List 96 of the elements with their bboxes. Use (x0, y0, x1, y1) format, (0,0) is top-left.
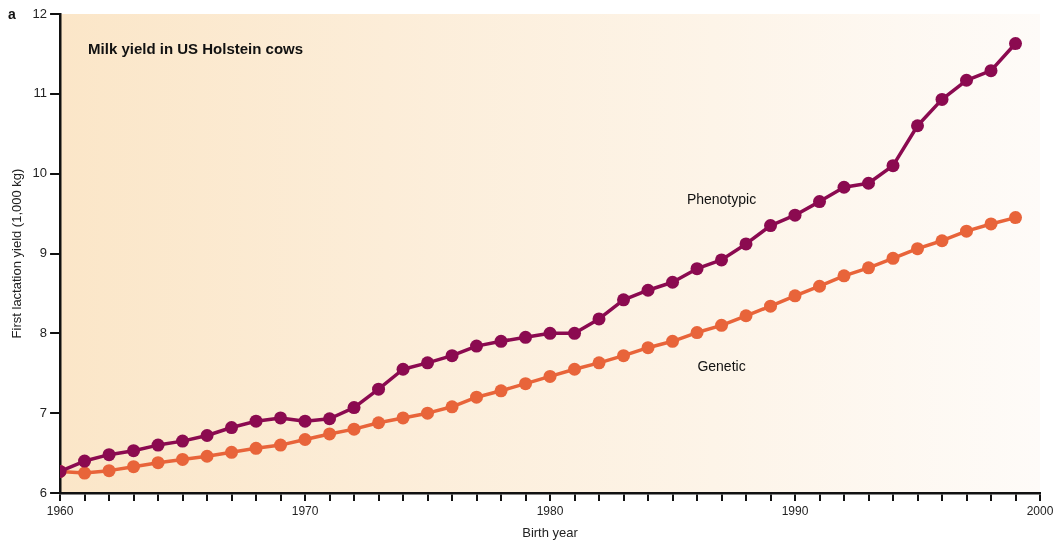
point (127, 444, 141, 458)
point (176, 452, 190, 466)
point (225, 421, 239, 435)
point (764, 299, 778, 313)
x-tick-label: 1990 (781, 503, 809, 518)
point (739, 237, 753, 251)
point (347, 422, 361, 436)
y-tick-label: 8 (39, 324, 48, 340)
point (543, 369, 557, 383)
point (445, 349, 459, 363)
point (470, 339, 484, 353)
point (176, 434, 190, 448)
point (78, 466, 92, 480)
point (200, 429, 214, 443)
point (641, 341, 655, 355)
point (102, 448, 116, 462)
point (200, 449, 214, 463)
point (568, 326, 582, 340)
point (1009, 211, 1022, 225)
point (298, 414, 312, 428)
y-tick-label: 10 (32, 165, 48, 181)
point (690, 326, 704, 340)
y-tick-label: 6 (39, 484, 48, 500)
point (323, 412, 337, 426)
point (886, 159, 900, 173)
point (372, 416, 386, 430)
point (151, 438, 165, 452)
point (715, 318, 729, 332)
point (347, 401, 361, 415)
point (764, 219, 778, 233)
point (78, 454, 92, 468)
y-tick-label: 7 (39, 404, 48, 420)
series-label: Phenotypic (686, 190, 757, 207)
text: Milk yield in US Holstein cows (88, 39, 304, 57)
text: a (8, 5, 16, 22)
point (813, 279, 827, 293)
x-tick-label: 1970 (291, 503, 319, 518)
point (592, 312, 606, 326)
point (960, 224, 973, 238)
point (984, 217, 998, 231)
point (470, 390, 484, 404)
point (519, 330, 533, 344)
point (862, 176, 876, 190)
point (568, 362, 582, 376)
point (813, 195, 827, 209)
point (617, 349, 631, 363)
point (837, 269, 851, 283)
point (984, 64, 998, 78)
x-axis-title: Birth year (522, 524, 579, 540)
point (396, 411, 410, 425)
x-tick-label: 2000 (1026, 503, 1054, 518)
y-axis-title: First lactation yield (1,000 kg) (9, 168, 25, 339)
point (494, 334, 508, 348)
y-tick-label: 11 (33, 85, 48, 101)
point (372, 382, 386, 396)
point (666, 275, 680, 289)
point (690, 262, 704, 276)
point (421, 356, 435, 370)
point (788, 208, 802, 222)
x-tick-label: 1980 (536, 503, 564, 518)
point (543, 326, 557, 340)
point (421, 406, 435, 420)
point (1009, 37, 1022, 51)
point (837, 180, 851, 194)
point (935, 92, 949, 106)
series-label: Genetic (697, 358, 746, 375)
point (617, 293, 631, 307)
point (225, 445, 239, 459)
point (102, 464, 116, 478)
point (519, 377, 533, 391)
point (445, 400, 459, 414)
point (298, 433, 312, 447)
x-tick-label: 1960 (46, 503, 74, 518)
point (249, 441, 263, 455)
point (935, 234, 949, 248)
point (911, 119, 925, 133)
point (396, 362, 410, 376)
y-tick-label: 9 (39, 245, 48, 261)
point (960, 73, 973, 87)
point (494, 384, 508, 398)
point (249, 414, 263, 428)
point (323, 427, 337, 441)
y-tick-label: 12 (32, 5, 48, 21)
point (274, 438, 288, 452)
point (151, 456, 165, 470)
point (127, 460, 141, 474)
point (666, 334, 680, 348)
point (911, 242, 925, 256)
point (592, 356, 606, 370)
point (862, 261, 876, 275)
point (886, 251, 900, 265)
point (274, 411, 288, 425)
point (641, 283, 655, 297)
point (715, 253, 729, 267)
point (739, 309, 753, 323)
point (788, 289, 802, 303)
